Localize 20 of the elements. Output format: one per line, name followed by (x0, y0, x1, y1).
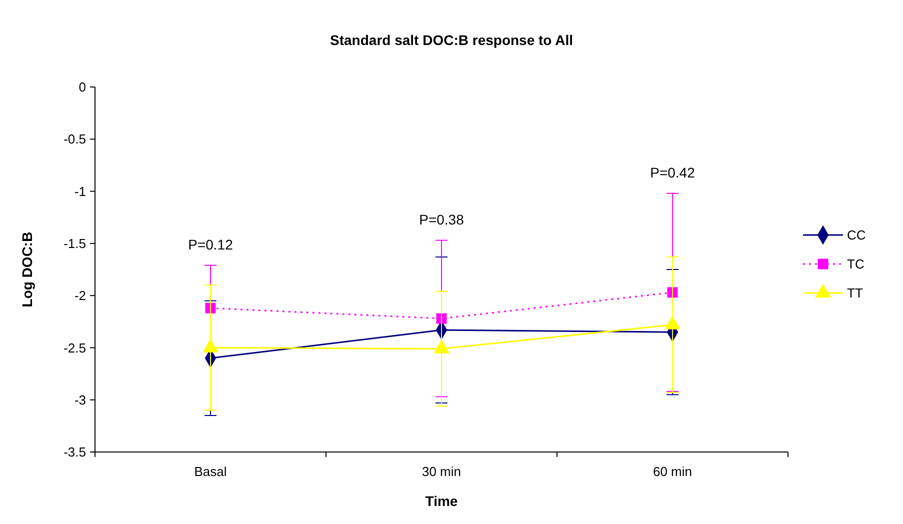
y-tick-label: -2.5 (64, 340, 86, 356)
legend-label: TC (847, 256, 864, 272)
x-tick-label: 30 min (422, 464, 462, 479)
x-axis-title: Time (425, 493, 458, 509)
y-tick-label: -2 (74, 288, 86, 304)
annotation: P=0.12 (188, 236, 234, 252)
x-tick-label: Basal (194, 464, 227, 479)
y-tick-label: 0 (78, 80, 86, 95)
y-tick-label: -0.5 (64, 132, 86, 147)
y-tick-label: -3.5 (64, 444, 86, 460)
annotation: P=0.38 (419, 211, 464, 228)
legend-label: TT (847, 286, 863, 301)
y-axis-title: Log DOC:B (19, 232, 35, 308)
chart-title: Standard salt DOC:B response to All (330, 32, 573, 48)
legend-label: CC (847, 228, 866, 243)
y-tick-label: -1 (74, 184, 86, 199)
annotation: P=0.42 (650, 164, 696, 180)
x-tick-label: 60 min (652, 464, 692, 479)
y-tick-label: -3 (74, 392, 86, 408)
y-tick-label: -1.5 (64, 236, 86, 251)
